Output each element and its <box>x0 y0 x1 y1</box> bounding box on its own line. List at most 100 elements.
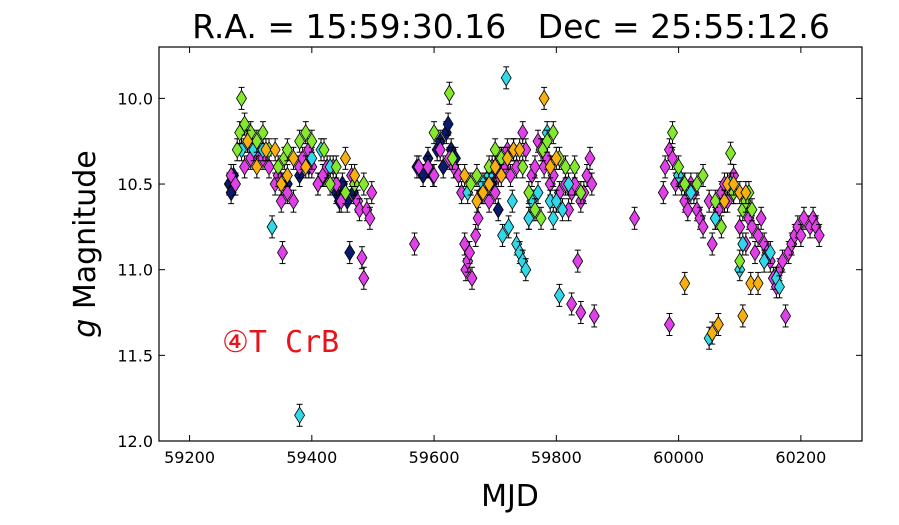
data-point-magenta <box>659 155 671 179</box>
data-point-orange <box>501 146 513 170</box>
data-point-green <box>715 215 727 239</box>
y-axis-label-symbol: g <box>68 319 103 338</box>
data-point-orange <box>740 181 752 205</box>
data-point-green <box>324 172 336 196</box>
data-point-magenta <box>428 163 440 187</box>
data-point-orange <box>483 172 495 196</box>
data-point-green <box>251 129 263 153</box>
data-point-orange <box>745 271 757 295</box>
data-point-cyan <box>774 275 785 299</box>
data-point-magenta <box>629 206 641 230</box>
data-point-orange <box>349 163 361 187</box>
data-point-magenta <box>563 198 575 222</box>
data-point-navy <box>492 198 504 222</box>
data-point-magenta <box>697 215 709 239</box>
data-point-green <box>560 155 571 179</box>
data-point-orange <box>260 138 272 162</box>
data-point-cyan <box>758 249 770 273</box>
data-point-cyan <box>532 181 544 205</box>
y-axis: 10.0 10.5 11.0 11.5 12.0 <box>117 89 862 451</box>
data-point-cyan <box>685 181 697 205</box>
data-point-green <box>667 121 678 145</box>
data-point-magenta <box>566 292 578 316</box>
data-point-magenta <box>413 155 425 179</box>
data-point-orange <box>706 321 718 345</box>
data-point-green <box>679 172 691 196</box>
x-tick-label: 60000 <box>653 448 704 467</box>
data-point-magenta <box>572 249 584 273</box>
x-axis-label: MJD <box>481 479 539 514</box>
data-point-magenta <box>749 241 761 265</box>
x-tick-label: 59800 <box>531 448 582 467</box>
data-point-green <box>318 138 330 162</box>
data-point-orange <box>495 163 507 187</box>
data-point-magenta <box>706 232 718 256</box>
data-point-orange <box>734 181 746 205</box>
data-point-orange <box>281 163 293 187</box>
data-point-green <box>239 112 251 136</box>
data-point-orange <box>477 181 489 205</box>
data-point-orange <box>300 155 312 179</box>
data-point-magenta <box>453 163 465 187</box>
data-point-orange <box>679 271 691 295</box>
data-point-magenta <box>434 138 446 162</box>
y-tick-label: 12.0 <box>117 432 153 451</box>
data-point-green <box>523 181 535 205</box>
data-point-green <box>306 129 318 153</box>
y-axis-label: g Magnitude <box>68 150 103 338</box>
data-point-navy <box>442 112 454 136</box>
data-point-magenta <box>354 198 365 222</box>
data-point-green <box>691 172 703 196</box>
data-point-cyan <box>563 172 575 196</box>
data-point-orange <box>550 146 562 170</box>
data-point-green <box>535 206 547 230</box>
data-point-orange <box>737 304 749 328</box>
data-point-cyan <box>737 232 749 256</box>
x-axis: 59200 59400 59600 59800 60000 60200 <box>164 47 826 467</box>
data-point-green <box>358 172 370 196</box>
data-point-green <box>231 138 243 162</box>
data-point-magenta <box>663 313 675 337</box>
y-tick-label: 10.5 <box>117 175 153 194</box>
y-tick-label: 10.0 <box>117 89 153 108</box>
data-point-magenta <box>409 232 420 256</box>
data-point-green <box>428 121 440 145</box>
data-point-navy <box>344 241 356 265</box>
data-point-magenta <box>777 249 789 273</box>
data-point-magenta <box>529 155 541 179</box>
data-point-cyan <box>500 66 512 90</box>
data-point-green <box>725 141 737 165</box>
data-point-green <box>547 121 559 145</box>
data-point-orange <box>242 129 254 153</box>
data-point-magenta <box>330 172 342 196</box>
x-tick-label: 60200 <box>775 448 826 467</box>
data-point-magenta <box>364 206 376 230</box>
data-point-cyan <box>544 189 556 213</box>
data-point-magenta <box>795 223 807 247</box>
data-point-green <box>339 181 351 205</box>
data-point-magenta <box>464 241 476 265</box>
data-point-magenta <box>703 189 715 213</box>
data-point-magenta <box>657 181 669 205</box>
data-point-magenta <box>483 189 495 213</box>
data-point-cyan <box>294 403 306 427</box>
y-tick-label: 11.0 <box>117 261 153 280</box>
plot-frame <box>158 46 863 442</box>
data-point-cyan <box>506 189 518 213</box>
data-point-magenta <box>667 146 678 170</box>
data-point-green <box>734 249 746 273</box>
x-tick-label: 59400 <box>286 448 337 467</box>
data-point-magenta <box>366 181 378 205</box>
data-point-magenta <box>472 206 484 230</box>
y-tick-label: 11.5 <box>117 346 153 365</box>
data-point-orange <box>489 155 501 179</box>
data-point-orange <box>538 86 550 110</box>
data-point-green <box>541 129 553 153</box>
data-point-green <box>569 155 581 179</box>
data-point-green <box>272 155 284 179</box>
data-point-magenta <box>229 172 241 196</box>
data-point-magenta <box>356 246 368 270</box>
data-point-orange <box>544 155 556 179</box>
x-tick-label: 59600 <box>409 448 460 467</box>
